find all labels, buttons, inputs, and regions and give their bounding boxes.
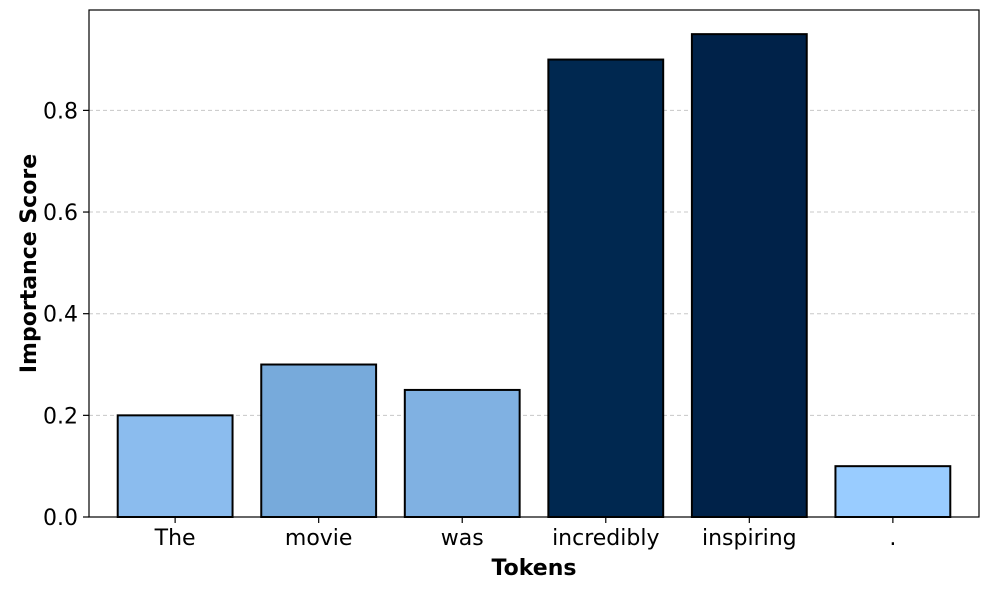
x-tick-label: . [889,526,896,551]
x-axis-ticks: The movie was incredibly inspiring. [154,517,896,551]
y-tick-label: 0.6 [43,201,78,226]
x-tick-label: inspiring [702,526,797,551]
x-tick-label: was [441,526,484,551]
bar-4 [547,58,665,518]
x-tick-label: incredibly [552,526,659,551]
y-tick-label: 0.0 [43,506,78,531]
x-tick-label: The [154,526,196,551]
bar-2 [260,363,378,518]
gridlines [89,109,979,416]
x-axis-title: Tokens [492,556,577,581]
bar-1 [116,414,234,518]
y-tick-label: 0.4 [43,303,78,328]
y-axis-title: Importance Score [17,154,42,373]
y-tick-label: 0.8 [43,99,78,124]
x-tick-label: movie [285,526,353,551]
bar-3 [403,388,521,519]
plot-frame [88,9,980,518]
bars [116,33,952,519]
y-axis-ticks: 0.0 0.2 0.4 0.6 0.8 [43,99,89,531]
bar-5 [690,33,808,519]
bar-6 [834,465,952,519]
y-tick-label: 0.2 [43,404,78,429]
